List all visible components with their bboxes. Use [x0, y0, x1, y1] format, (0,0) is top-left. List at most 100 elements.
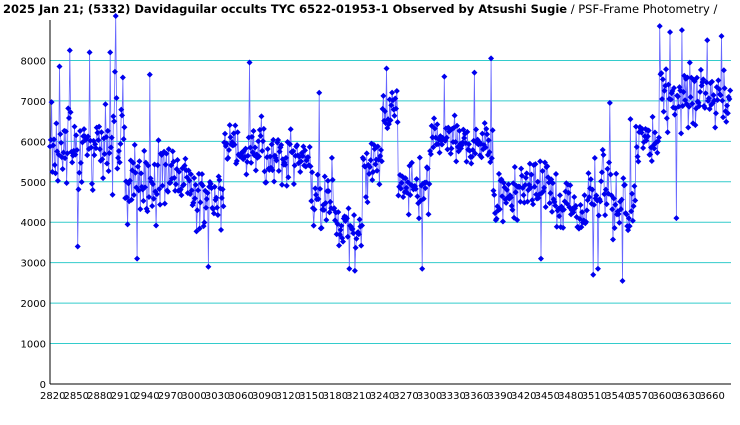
data-point	[534, 178, 541, 185]
y-tick-labels: 0 1000 2000 3000 4000 5000 6000 7000 8000	[21, 56, 46, 391]
data-point	[243, 171, 250, 178]
data-point	[50, 136, 57, 143]
data-point	[252, 167, 259, 174]
data-point	[485, 137, 492, 144]
data-point	[260, 125, 267, 132]
data-point	[726, 95, 733, 102]
y-tick-label: 3000	[21, 259, 46, 270]
data-point	[169, 148, 176, 155]
data-point	[499, 193, 506, 200]
data-point	[140, 197, 147, 204]
data-point	[531, 183, 538, 190]
data-point	[586, 194, 593, 201]
data-point	[233, 157, 240, 164]
data-point	[552, 202, 559, 209]
data-point	[408, 159, 415, 166]
data-point	[123, 194, 130, 201]
data-point	[329, 176, 336, 183]
data-point	[197, 199, 204, 206]
data-point	[644, 133, 651, 140]
data-point	[560, 206, 567, 213]
data-point	[398, 179, 405, 186]
data-point	[478, 154, 485, 161]
data-point	[374, 143, 381, 150]
data-point	[269, 167, 276, 174]
data-point	[346, 265, 353, 272]
data-point	[436, 149, 443, 156]
data-point	[204, 189, 211, 196]
data-point	[124, 221, 131, 228]
data-point	[634, 153, 641, 160]
data-point	[53, 120, 60, 127]
data-point	[465, 141, 472, 148]
data-point	[587, 176, 594, 183]
data-point	[603, 201, 610, 208]
data-point	[639, 125, 646, 132]
data-point	[356, 216, 363, 223]
data-point	[119, 74, 126, 81]
data-point	[73, 132, 80, 139]
data-point	[76, 169, 83, 176]
data-point	[374, 167, 381, 174]
data-point	[471, 69, 478, 76]
data-point	[213, 194, 220, 201]
data-point	[218, 226, 225, 233]
data-point	[547, 190, 554, 197]
data-point	[607, 171, 614, 178]
data-point	[541, 159, 548, 166]
data-point	[544, 163, 551, 170]
x-tick-label: 3270	[393, 391, 418, 402]
data-point	[176, 168, 183, 175]
data-point	[663, 66, 670, 73]
data-point	[377, 147, 384, 154]
data-point	[112, 12, 119, 19]
data-point	[65, 105, 72, 112]
data-point	[207, 180, 214, 187]
data-point	[317, 185, 324, 192]
flux-series	[47, 12, 734, 284]
data-point	[434, 121, 441, 128]
data-point	[261, 168, 268, 175]
data-point	[256, 126, 263, 133]
data-point	[156, 185, 163, 192]
data-point	[594, 265, 601, 272]
data-point	[67, 109, 74, 116]
data-point	[305, 154, 312, 161]
data-point	[164, 188, 171, 195]
data-point	[377, 153, 384, 160]
data-point	[720, 114, 727, 121]
data-point	[154, 162, 161, 169]
data-point	[205, 263, 212, 270]
data-point	[496, 206, 503, 213]
data-point	[57, 131, 64, 138]
data-point	[282, 154, 289, 161]
data-point	[364, 199, 371, 206]
chart-title: 2025 Jan 21; (5332) Davidaguilar occults…	[3, 2, 717, 16]
data-point	[355, 231, 362, 238]
data-point	[73, 146, 80, 153]
data-point	[632, 123, 639, 130]
data-point	[134, 255, 141, 262]
x-tick-label: 3390	[487, 391, 512, 402]
y-tick-label: 7000	[21, 97, 46, 108]
data-point	[414, 193, 421, 200]
data-point	[142, 184, 149, 191]
data-point	[486, 149, 493, 156]
data-point	[499, 218, 506, 225]
data-point	[313, 191, 320, 198]
data-point	[264, 145, 271, 152]
data-point	[567, 182, 574, 189]
data-point	[231, 141, 238, 148]
data-point	[720, 67, 727, 74]
data-point	[600, 151, 607, 158]
y-tick-label: 2000	[21, 299, 46, 310]
y-tick-label: 8000	[21, 56, 46, 67]
data-point	[202, 204, 209, 211]
data-point	[88, 144, 95, 151]
data-point	[673, 215, 680, 222]
data-point	[380, 92, 387, 99]
data-point	[522, 174, 529, 181]
data-point	[604, 165, 611, 172]
data-point	[512, 189, 519, 196]
data-point	[606, 99, 613, 106]
